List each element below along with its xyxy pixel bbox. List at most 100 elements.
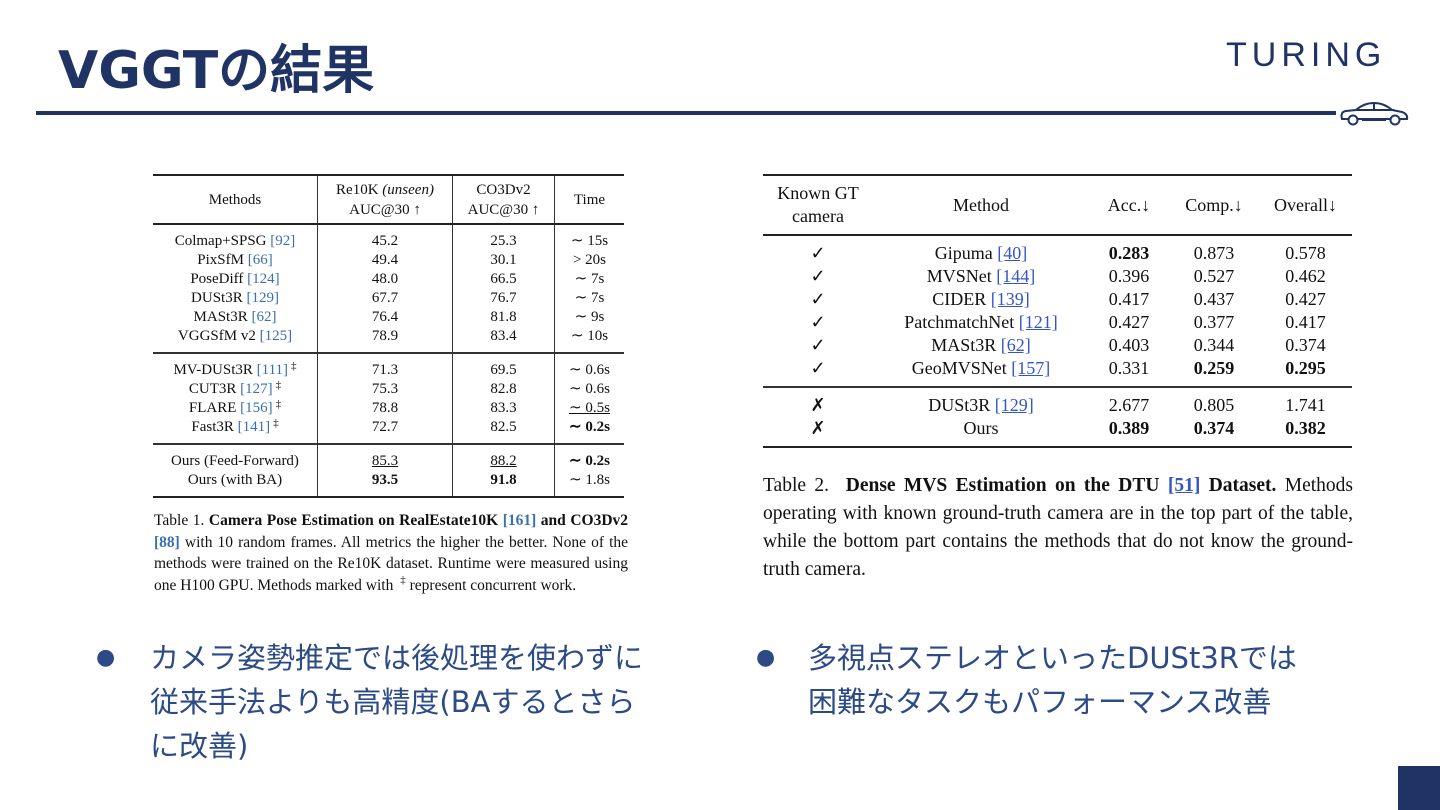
- known-gt-cell: ✓: [763, 235, 873, 265]
- col-overall: Overall↓: [1259, 175, 1352, 236]
- method-cell: Colmap+SPSG [92]: [153, 224, 318, 251]
- dense-mvs-table: Known GT camera Method Acc.↓ Comp.↓ Overa…: [763, 174, 1352, 448]
- re10k-value: 48.0: [371, 271, 399, 287]
- overall-value: 0.295: [1285, 358, 1326, 378]
- time-value-cell: ∼ 0.5s: [554, 399, 624, 418]
- citation-link[interactable]: [161]: [502, 512, 537, 529]
- citation-link[interactable]: [127]: [240, 381, 273, 397]
- co3d-value-cell: 88.2: [452, 443, 555, 471]
- dagger-mark: ‡: [275, 379, 282, 391]
- re10k-value: 85.3: [371, 453, 399, 469]
- method-name: CUT3R: [188, 381, 241, 397]
- table-row: FLARE [156] ‡ 78.8 83.3 ∼ 0.5s: [153, 399, 624, 418]
- method-name: Ours (Feed-Forward): [171, 453, 299, 469]
- overall-cell: 0.295: [1259, 357, 1352, 387]
- method-name: MVSNet: [926, 266, 997, 286]
- citation-link[interactable]: [144]: [996, 266, 1036, 286]
- citation-link[interactable]: [92]: [270, 233, 296, 249]
- acc-value: 0.331: [1108, 358, 1150, 378]
- table1-caption: Table 1. Camera Pose Estimation on RealE…: [154, 510, 628, 596]
- time-value: ∼ 7s: [574, 271, 605, 287]
- time-value: ∼ 0.2s: [569, 453, 610, 469]
- table-row: VGGSfM v2 [125] 78.9 83.4 ∼ 10s: [153, 327, 624, 353]
- method-name: PixSfM: [197, 252, 248, 268]
- table-header-row: Known GT camera Method Acc.↓ Comp.↓ Overa…: [763, 175, 1352, 236]
- method-cell: Ours (Feed-Forward): [153, 443, 318, 471]
- co3d-value: 66.5: [490, 271, 517, 287]
- re10k-value-cell: 45.2: [317, 224, 453, 251]
- cross-icon: ✗: [810, 418, 826, 438]
- col-comp: Comp.↓: [1169, 175, 1259, 236]
- co3d-metric: AUC@30 ↑: [467, 201, 540, 218]
- re10k-value-cell: 78.8: [317, 399, 453, 418]
- co3d-value-cell: 66.5: [452, 270, 555, 289]
- citation-link[interactable]: [121]: [1018, 312, 1058, 332]
- citation-link[interactable]: [88]: [154, 533, 180, 551]
- acc-cell: 0.389: [1089, 417, 1169, 447]
- comp-value: 0.805: [1193, 395, 1235, 415]
- citation-link[interactable]: [40]: [997, 243, 1028, 263]
- method-name: VGGSfM v2: [177, 328, 260, 344]
- citation-link[interactable]: [66]: [247, 252, 273, 268]
- overall-value: 0.578: [1285, 243, 1326, 263]
- acc-value: 0.389: [1108, 418, 1150, 438]
- co3d-value: 30.1: [490, 252, 517, 268]
- check-icon: ✓: [810, 266, 826, 286]
- acc-value: 0.283: [1108, 243, 1150, 263]
- acc-value: 2.677: [1108, 395, 1150, 415]
- table-row: Ours (Feed-Forward) 85.3 88.2 ∼ 0.2s: [153, 443, 624, 471]
- known-gt-cell: ✓: [763, 357, 873, 387]
- acc-value: 0.396: [1108, 266, 1150, 286]
- table-row: Colmap+SPSG [92] 45.2 25.3 ∼ 15s: [153, 224, 624, 251]
- citation-link[interactable]: [62]: [251, 309, 277, 325]
- citation-link[interactable]: [156]: [240, 400, 273, 416]
- table-row: ✗ DUSt3R [129] 2.677 0.805 1.741: [763, 386, 1352, 417]
- table-row: CUT3R [127] ‡ 75.3 82.8 ∼ 0.6s: [153, 380, 624, 399]
- citation-link[interactable]: [141]: [237, 419, 271, 435]
- method-cell: CUT3R [127] ‡: [153, 380, 318, 399]
- acc-value: 0.427: [1108, 312, 1150, 332]
- table-row: DUSt3R [129] 67.7 76.7 ∼ 7s: [153, 289, 624, 308]
- dagger-mark: ‡: [400, 573, 406, 586]
- time-value: ∼ 15s: [570, 233, 609, 249]
- acc-cell: 2.677: [1089, 386, 1169, 417]
- re10k-metric: AUC@30 ↑: [349, 201, 421, 218]
- citation-link[interactable]: [139]: [990, 289, 1030, 309]
- overall-cell: 0.578: [1259, 235, 1352, 265]
- method-cell: CIDER [139]: [873, 288, 1089, 311]
- col-method: Method: [873, 175, 1089, 236]
- method-cell: MASt3R [62]: [153, 308, 318, 327]
- unseen-label: (unseen): [382, 181, 434, 198]
- co3d-value: 82.8: [490, 381, 517, 397]
- table-row: ✓ Gipuma [40] 0.283 0.873 0.578: [763, 235, 1352, 265]
- time-value-cell: ∼ 0.6s: [554, 352, 624, 380]
- table-row: PixSfM [66] 49.4 30.1 > 20s: [153, 251, 624, 270]
- time-value-cell: > 20s: [554, 251, 624, 270]
- check-icon: ✓: [810, 335, 826, 355]
- bullet-line: 多視点ステレオといったDUSt3Rでは: [808, 641, 1297, 675]
- re10k-value: 78.8: [371, 400, 399, 416]
- citation-link[interactable]: [129]: [994, 395, 1034, 415]
- check-icon: ✓: [810, 358, 826, 378]
- time-value-cell: ∼ 7s: [554, 270, 624, 289]
- re10k-value-cell: 71.3: [317, 352, 453, 380]
- citation-link[interactable]: [124]: [247, 271, 280, 287]
- acc-cell: 0.403: [1089, 334, 1169, 357]
- comp-value: 0.374: [1193, 418, 1235, 438]
- acc-cell: 0.283: [1089, 235, 1169, 265]
- time-value: ∼ 0.2s: [569, 419, 610, 435]
- citation-link[interactable]: [129]: [246, 290, 279, 306]
- method-cell: MVSNet [144]: [873, 265, 1089, 288]
- citation-link[interactable]: [51]: [1167, 475, 1201, 496]
- citation-link[interactable]: [125]: [259, 328, 293, 344]
- method-name: Fast3R: [191, 419, 238, 435]
- check-icon: ✓: [810, 289, 826, 309]
- citation-link[interactable]: [111]: [256, 362, 289, 378]
- citation-link[interactable]: [62]: [1000, 335, 1031, 355]
- citation-link[interactable]: [157]: [1011, 358, 1051, 378]
- re10k-value: 45.2: [371, 233, 399, 249]
- comp-cell: 0.374: [1169, 417, 1259, 447]
- time-value: ∼ 7s: [574, 290, 605, 306]
- check-icon: ✓: [810, 312, 826, 332]
- comp-value: 0.377: [1193, 312, 1235, 332]
